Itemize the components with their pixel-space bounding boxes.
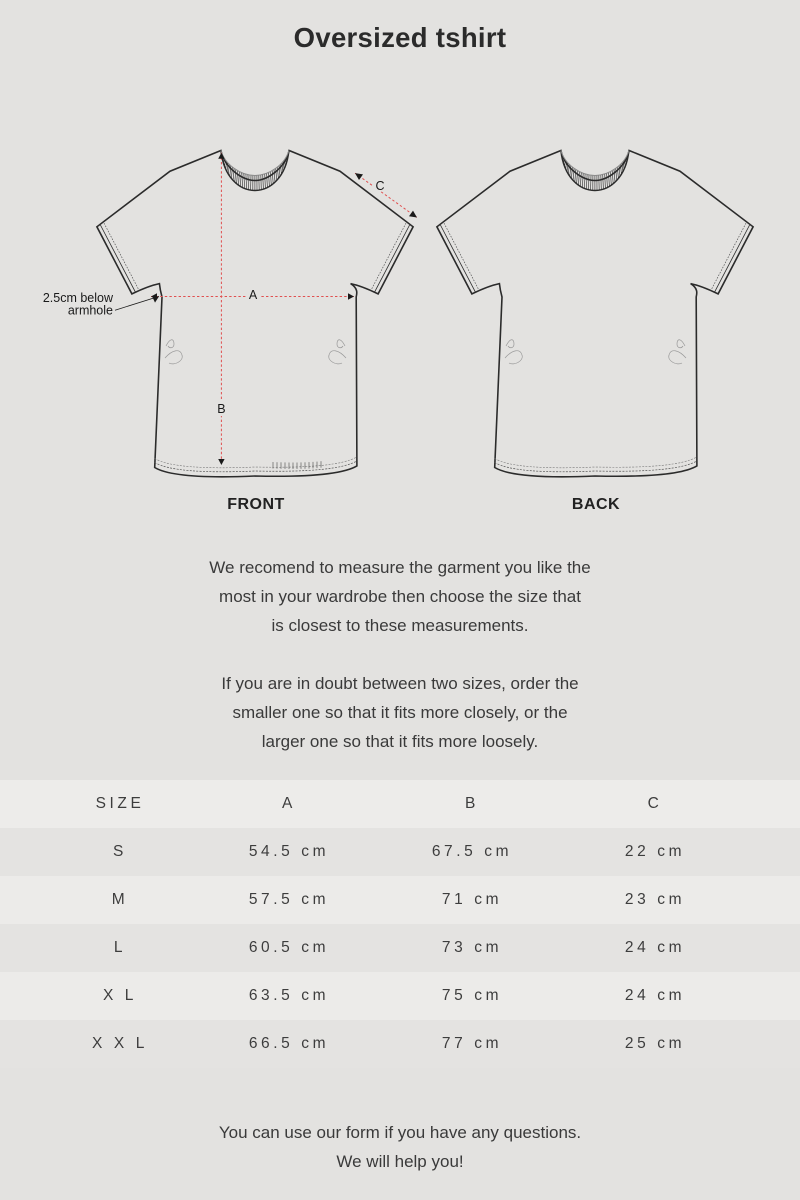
svg-text:A: A xyxy=(249,288,258,302)
svg-text:armhole: armhole xyxy=(68,304,113,318)
svg-text:B: B xyxy=(217,402,225,416)
svg-text:C: C xyxy=(375,179,384,193)
